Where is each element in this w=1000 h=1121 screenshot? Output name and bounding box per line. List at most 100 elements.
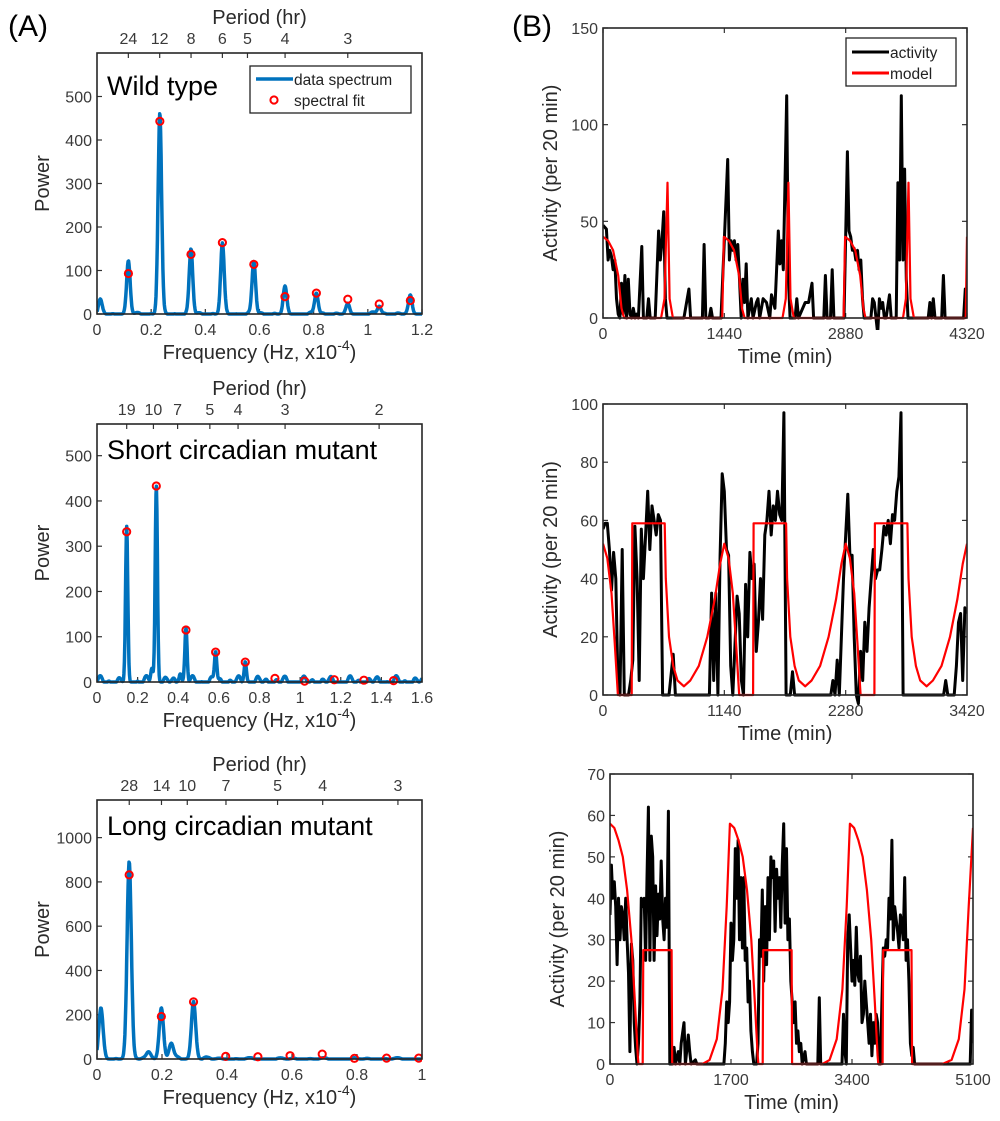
spectral-fit-point [181,625,191,635]
y-tick-label: 400 [65,494,92,511]
x-axis-label: Frequency (Hz, x10-4) [163,705,357,732]
y-axis-label: Activity (per 20 min) [540,85,562,262]
plot-area [603,411,967,706]
x-tick-label: 0.4 [216,1067,238,1084]
y-tick-label: 200 [65,584,92,601]
y-tick-label: 40 [587,891,605,908]
spectral-fit-point [188,997,199,1007]
spectral-fit-point [123,268,134,279]
x-tick-label: 0.8 [303,322,325,339]
x-tick-label: 0 [606,1072,615,1089]
y-tick-label: 30 [587,933,605,950]
y-tick-label: 50 [580,214,598,231]
x-axis-label: Frequency (Hz, x10-4) [163,337,357,364]
x-tick-label: 0 [599,703,608,720]
period-tick-label: 8 [187,31,196,48]
period-tick-label: 5 [243,31,252,48]
x-tick-label: 0.6 [281,1067,303,1084]
spectral-fit-point [124,870,134,880]
model-line [603,522,967,697]
y-tick-label: 800 [65,875,92,892]
x-tick-label: 1 [418,1067,427,1084]
x-tick-label: 0.4 [194,322,216,339]
top-axis-label: Period (hr) [212,378,306,400]
x-tick-label: 0 [93,322,102,339]
x-tick-label: 3400 [834,1072,870,1089]
top-axis-label: Period (hr) [212,7,306,29]
y-tick-label: 0 [83,307,92,324]
plot-area [97,112,422,316]
spectral-fit-point [156,1011,166,1022]
y-tick-label: 50 [587,850,605,867]
period-tick-label: 6 [218,31,227,48]
panel-label-b: (B) [512,10,552,43]
x-tick-label: 1440 [707,326,743,343]
y-tick-label: 60 [587,808,605,825]
axes-box [96,52,423,315]
x-tick-label: 0 [599,326,608,343]
x-tick-label: 1140 [707,703,742,720]
x-tick-label: 1.6 [411,690,433,707]
period-tick-label: 3 [343,31,352,48]
spectral-fit-point [299,676,310,686]
model-line [610,822,973,1066]
plot-area [97,481,422,686]
x-tick-label: 0.8 [248,690,270,707]
period-tick-label: 14 [153,778,171,795]
spectral-fit-point [329,675,339,685]
y-tick-label: 0 [589,688,598,705]
y-tick-label: 100 [65,630,92,647]
spectral-fit-point [221,1051,231,1061]
period-tick-label: 5 [205,402,214,419]
subplot-title: Wild type [107,71,218,101]
x-tick-label: 0.2 [151,1067,173,1084]
x-axis-label-suffix: ) [350,1087,357,1109]
period-tick-label: 7 [173,402,182,419]
x-axis-label: Time (min) [738,723,833,745]
y-tick-label: 0 [83,675,92,692]
x-tick-label: 1 [296,690,305,707]
y-tick-label: 0 [589,311,598,328]
legend-box [249,65,412,114]
period-tick-label: 24 [119,31,137,48]
spectral-fit-point [240,657,250,667]
plots: 0 0.2 0.4 0.6 0.8 1 1.20100200300400500Frequen… [32,7,991,1114]
period-tick-label: 19 [118,402,136,419]
subplot-2: 0 0.2 0.4 0.6 0.8 1 1.2 1.4 1.6 0 100 200 300 400 500 F… [32,378,433,732]
spectral-fit-point [249,259,259,270]
spectral-fit-point [374,299,384,309]
y-tick-label: 200 [65,220,92,237]
y-tick-label: 20 [580,630,598,647]
subplot-5: 0 1140 2280 3420 0 20 40 60 80 100 Time (min) Activ… [540,397,985,745]
x-axis-label: Frequency (Hz, x10-4) [163,1082,357,1109]
y-axis-label: Power [32,155,54,212]
x-tick-label: 0.4 [167,690,189,707]
data-spectrum-line [97,112,422,316]
plot-area [603,94,967,330]
spectral-fit-point [217,238,227,248]
data-spectrum-line [97,484,422,684]
legend-box [845,37,957,87]
legend: data spectrum spectral fit [249,65,412,114]
y-axis-label: Power [32,524,54,581]
y-tick-label: 400 [65,133,92,150]
x-tick-label: 0.6 [208,690,230,707]
legend: activity model [845,37,957,87]
y-tick-label: 100 [571,397,598,414]
x-tick-label: 4320 [949,326,985,343]
period-tick-label: 10 [145,402,163,419]
y-tick-label: 60 [580,513,598,530]
spectral-fit-point [211,647,221,657]
period-tick-label: 3 [393,778,402,795]
legend-label: model [890,66,932,83]
period-tick-label: 12 [151,31,169,48]
spectral-fit-point [343,294,353,304]
period-tick-label: 7 [222,778,231,795]
x-tick-label: 0.8 [346,1067,368,1084]
y-tick-label: 100 [571,118,598,135]
subplot-4: 0 1440 2880 4320 0 50 100 150 Time (min) Activity… [540,21,985,368]
x-axis-label-suffix: ) [350,342,357,364]
activity-line [603,411,967,706]
plot-area [610,805,973,1066]
axes-box [602,27,968,319]
